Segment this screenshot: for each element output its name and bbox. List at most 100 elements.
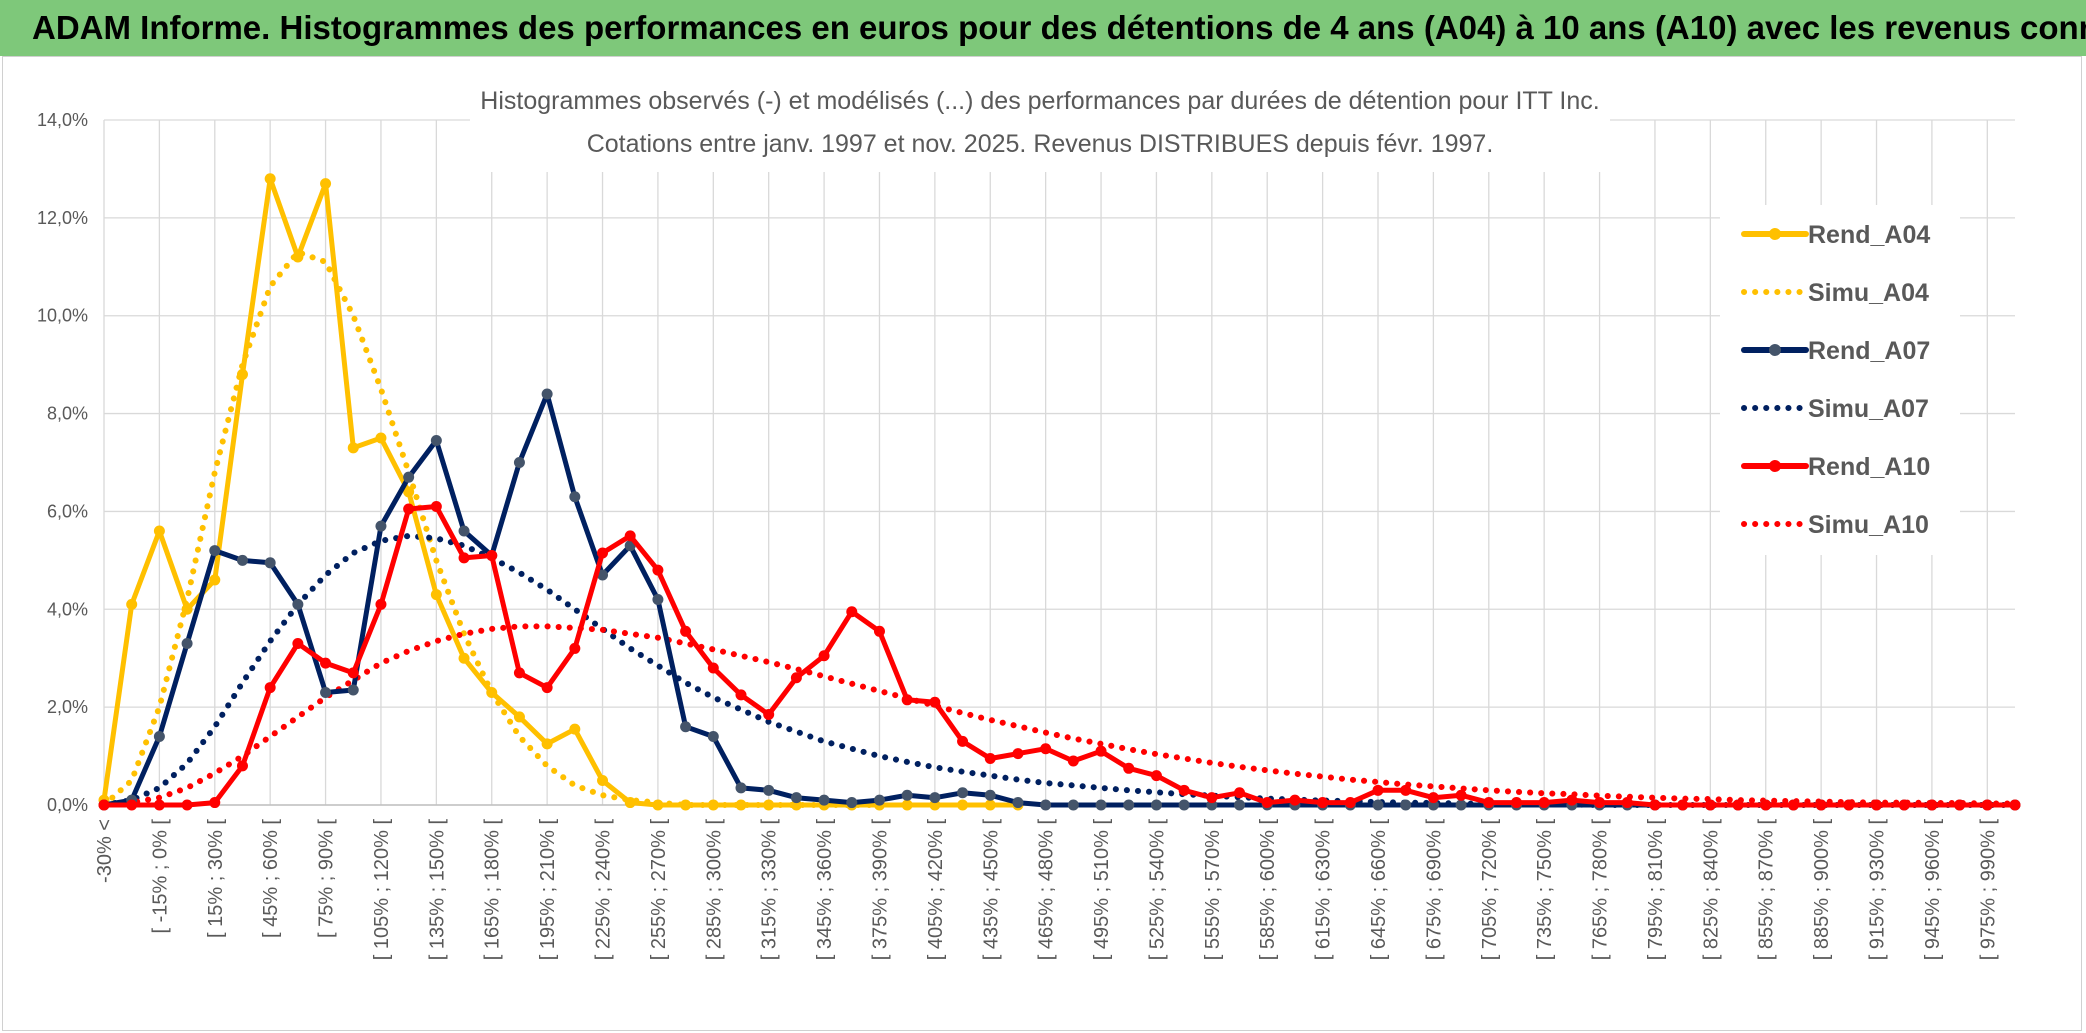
series-line-simu-a07	[101, 532, 2018, 808]
data-point	[126, 598, 138, 610]
x-tick-label: [ 345% ; 360% [	[814, 819, 836, 961]
x-tick-label: [ 645% ; 660% [	[1368, 819, 1390, 961]
chart-title-background	[470, 80, 1610, 172]
data-point	[236, 368, 248, 380]
data-point	[1427, 792, 1439, 804]
x-tick-label: [ 795% ; 810% [	[1645, 819, 1667, 961]
data-point	[209, 574, 221, 586]
data-point	[430, 589, 442, 601]
data-point	[597, 569, 609, 581]
data-point	[984, 753, 996, 765]
data-point	[1566, 794, 1578, 806]
data-point	[984, 799, 996, 811]
x-tick-label: [ 945% ; 960% [	[1922, 819, 1944, 961]
data-point	[541, 388, 553, 400]
y-tick-label: 10,0%	[37, 306, 88, 326]
data-point	[1095, 745, 1107, 757]
data-point	[569, 642, 581, 654]
data-point	[2009, 799, 2021, 811]
data-point	[430, 501, 442, 513]
data-point	[181, 638, 193, 650]
data-point	[1206, 792, 1218, 804]
x-tick-label: [ 495% ; 510% [	[1091, 819, 1113, 961]
data-point	[347, 442, 359, 454]
data-point	[1400, 799, 1412, 811]
data-point	[1317, 797, 1329, 809]
y-tick-label: 6,0%	[47, 501, 88, 521]
data-point	[153, 731, 165, 742]
x-tick-label: [ 525% ; 540% [	[1146, 819, 1168, 961]
data-point	[375, 520, 387, 532]
legend-marker	[1769, 228, 1781, 240]
data-point	[763, 784, 775, 796]
x-tick-label: [ 825% ; 840% [	[1700, 819, 1722, 961]
legend-label: Simu_A10	[1808, 511, 1929, 539]
data-point	[984, 789, 996, 801]
data-point	[1510, 797, 1522, 809]
data-point	[486, 549, 498, 561]
x-tick-label: [ 705% ; 720% [	[1479, 819, 1501, 961]
data-point	[957, 735, 969, 747]
data-point	[292, 251, 304, 263]
x-tick-label: [ 135% ; 150% [	[426, 819, 448, 961]
data-point	[1012, 748, 1024, 760]
data-point	[680, 799, 692, 811]
data-point	[1871, 799, 1883, 811]
data-point	[486, 686, 498, 698]
data-point	[1289, 794, 1301, 806]
data-point	[1455, 799, 1467, 811]
legend-marker	[1769, 460, 1781, 472]
data-point	[1898, 799, 1910, 811]
legend-label: Rend_A10	[1808, 453, 1930, 481]
data-point	[707, 799, 719, 811]
data-point	[1954, 799, 1966, 811]
report-title: ADAM Informe. Histogrammes des performan…	[32, 9, 2086, 46]
data-point	[458, 525, 470, 537]
x-tick-label: [ 855% ; 870% [	[1756, 819, 1778, 961]
data-point	[1234, 799, 1246, 811]
y-tick-label: 4,0%	[47, 599, 88, 619]
legend-label: Rend_A07	[1808, 337, 1930, 365]
series-line-simu-a10	[101, 623, 2018, 808]
data-point	[680, 625, 692, 637]
chart-series	[98, 173, 2021, 811]
x-tick-label: [ 885% ; 900% [	[1811, 819, 1833, 961]
data-point	[624, 530, 636, 542]
data-point	[1123, 762, 1135, 774]
data-point	[1538, 797, 1550, 809]
data-point	[569, 491, 581, 503]
data-point	[873, 794, 885, 806]
x-tick-label: [ 435% ; 450% [	[980, 819, 1002, 961]
data-point	[1372, 799, 1384, 811]
x-tick-label: [ 15% ; 30% [	[205, 819, 227, 938]
data-point	[707, 731, 719, 742]
data-point	[1621, 797, 1633, 809]
data-point	[320, 657, 332, 669]
chart-subtitle: Cotations entre janv. 1997 et nov. 2025.…	[587, 130, 1494, 158]
data-point	[818, 794, 830, 806]
data-point	[320, 686, 332, 698]
data-point	[735, 689, 747, 701]
data-point	[1040, 799, 1052, 811]
data-point	[763, 708, 775, 720]
data-point	[652, 564, 664, 576]
data-point	[735, 799, 747, 811]
x-tick-label: [ 615% ; 630% [	[1313, 819, 1335, 961]
series-line-rend-a04	[101, 176, 1021, 808]
data-point	[1732, 799, 1744, 811]
legend-label: Rend_A04	[1808, 221, 1930, 249]
data-point	[957, 787, 969, 799]
data-point	[846, 606, 858, 618]
data-point	[1012, 797, 1024, 809]
x-tick-label: [ 255% ; 270% [	[648, 819, 670, 961]
data-point	[569, 723, 581, 735]
data-point	[929, 792, 941, 804]
x-tick-label: [ -15% ; 0% [	[149, 819, 171, 934]
data-point	[1067, 799, 1079, 811]
x-tick-label: [ 375% ; 390% [	[869, 819, 891, 961]
y-tick-label: 2,0%	[47, 697, 88, 717]
data-point	[1178, 784, 1190, 796]
data-point	[1760, 799, 1772, 811]
legend-label: Simu_A04	[1808, 279, 1929, 307]
legend-marker	[1769, 344, 1781, 356]
